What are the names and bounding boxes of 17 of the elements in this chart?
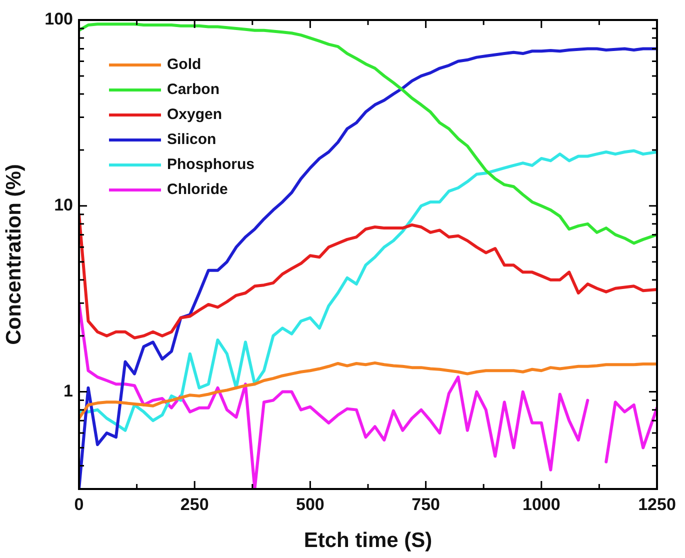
- x-tick-label: 1250: [638, 494, 676, 514]
- legend-label: Carbon: [167, 81, 220, 98]
- legend-label: Chloride: [167, 181, 228, 198]
- x-tick-label: 1000: [522, 494, 560, 514]
- x-tick-label: 750: [412, 494, 440, 514]
- y-tick-label: 100: [44, 10, 73, 29]
- legend-label: Phosphorus: [167, 156, 255, 174]
- legend-label: Oxygen: [167, 106, 222, 124]
- y-tick-label: 10: [54, 196, 73, 215]
- y-tick-label: 1: [64, 381, 73, 400]
- x-axis-title: Etch time (S): [304, 529, 432, 552]
- x-tick-label: 0: [74, 494, 84, 514]
- legend-label: Gold: [167, 56, 202, 74]
- legend-label: Silicon: [167, 131, 216, 148]
- x-tick-label: 250: [180, 494, 209, 514]
- x-tick-label: 500: [296, 494, 324, 514]
- y-axis-title: Concentration (%): [2, 164, 26, 345]
